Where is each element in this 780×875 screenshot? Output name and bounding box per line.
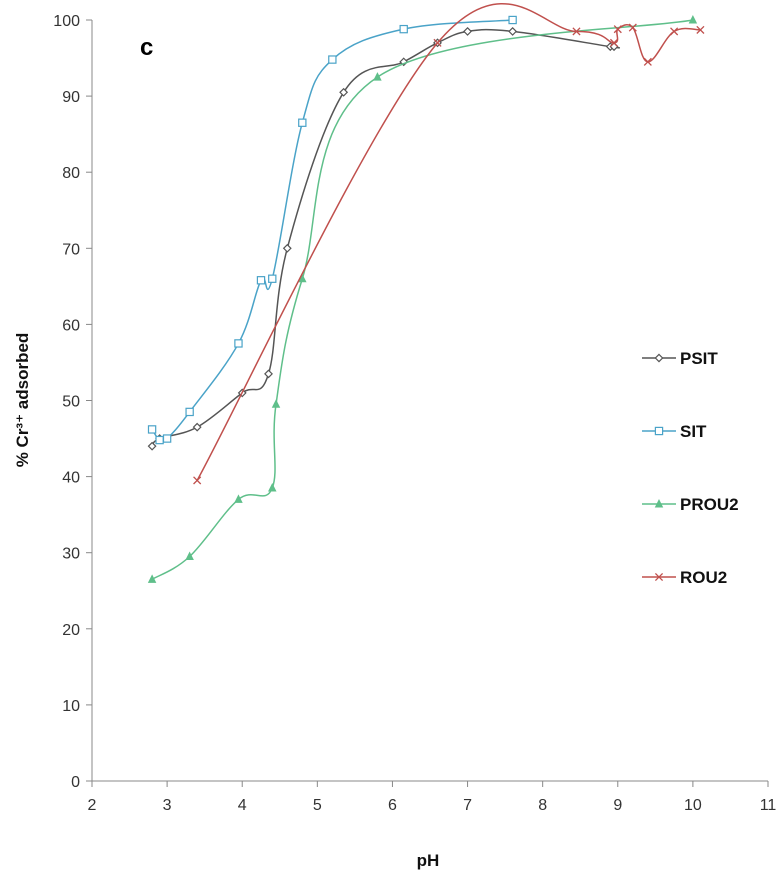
tick-labels: 2 3 4 5 6 7 8 9 10 11 0 10 20 30 40 50 60 70 80 90 100 [53, 13, 776, 814]
data-point-sit [234, 339, 243, 348]
marker-stroke [643, 57, 652, 66]
series-line-psit [151, 28, 621, 447]
series-psit [147, 26, 621, 451]
y-tick-label: 20 [62, 622, 80, 639]
data-point-rou2 [670, 27, 679, 36]
x-tick-label: 10 [684, 797, 702, 814]
y-tick-label: 80 [62, 165, 80, 182]
legend-label-sit: SIT [680, 422, 707, 441]
data-point-psit [264, 369, 273, 379]
y-tick-label: 60 [62, 317, 80, 334]
y-tick-label: 70 [62, 241, 80, 258]
y-tick-label: 40 [62, 470, 80, 487]
data-point-rou2 [696, 25, 705, 34]
data-point-sit [328, 55, 337, 64]
legend-item-prou2: PROU2 [642, 495, 739, 514]
legend-swatch-marker [654, 499, 664, 508]
data-point-rou2 [609, 38, 619, 47]
panel-label: c [140, 34, 153, 61]
legend-swatch-marker [654, 572, 664, 582]
y-axis-title: % Cr³⁺ adsorbed [13, 333, 32, 468]
data-point-psit [282, 243, 292, 253]
data-point-rou2 [628, 23, 637, 32]
legend-item-rou2: ROU2 [642, 568, 727, 587]
y-tick-label: 30 [62, 546, 80, 563]
series-line-sit [151, 19, 513, 443]
data-point-psit [399, 57, 409, 67]
legend-item-sit: SIT [642, 422, 707, 441]
x-tick-label: 2 [88, 797, 97, 814]
y-tick-label: 100 [53, 13, 80, 30]
data-point-sit [162, 434, 172, 443]
data-point-sit [508, 15, 517, 25]
data-point-psit [339, 87, 349, 97]
data-point-rou2 [572, 27, 581, 36]
data-point-rou2 [433, 38, 442, 47]
y-tick-label: 90 [62, 89, 80, 106]
x-tick-label: 9 [613, 797, 622, 814]
data-point-psit [508, 26, 518, 36]
data-point-rou2 [643, 57, 652, 66]
data-point-sit [185, 407, 194, 417]
data-point-psit [192, 422, 202, 432]
marker-stroke [628, 23, 637, 32]
marker-stroke [696, 25, 705, 34]
x-tick-label: 3 [163, 797, 172, 814]
x-tick-label: 4 [238, 797, 247, 814]
data-point-sit [155, 435, 164, 445]
data-point-prou2 [185, 551, 194, 561]
data-point-sit [256, 276, 266, 285]
legend-label-psit: PSIT [680, 349, 718, 368]
y-tick-label: 50 [62, 394, 80, 411]
marker-stroke [572, 27, 581, 36]
marker-stroke [193, 476, 202, 485]
x-tick-label: 5 [313, 797, 322, 814]
y-tick-label: 10 [62, 698, 80, 715]
data-point-prou2 [688, 15, 698, 24]
data-point-prou2 [268, 483, 277, 492]
legend: PSIT SIT PROU2 ROU2 [642, 349, 739, 587]
series-layer [147, 3, 705, 583]
data-point-rou2 [613, 25, 622, 34]
data-point-sit [268, 274, 277, 283]
data-point-sit [147, 425, 157, 434]
legend-swatch-marker [654, 353, 664, 363]
marker-stroke [613, 25, 622, 34]
x-tick-label: 7 [463, 797, 472, 814]
data-point-sit [298, 118, 307, 127]
series-rou2 [193, 3, 705, 485]
data-point-prou2 [271, 399, 281, 408]
axes [91, 20, 768, 782]
legend-item-psit: PSIT [642, 349, 718, 368]
y-tick-label: 0 [71, 774, 80, 791]
legend-label-prou2: PROU2 [680, 495, 739, 514]
x-tick-label: 8 [538, 797, 547, 814]
marker-stroke [654, 572, 664, 582]
data-point-psit [147, 441, 157, 451]
x-axis-title: pH [417, 851, 440, 870]
data-point-prou2 [234, 494, 243, 503]
series-line-prou2 [151, 19, 694, 580]
x-tick-label: 6 [388, 797, 397, 814]
series-line-rou2 [196, 3, 701, 481]
marker-stroke [433, 38, 442, 47]
data-point-prou2 [147, 574, 157, 583]
series-prou2 [147, 15, 698, 583]
legend-label-rou2: ROU2 [680, 568, 727, 587]
data-point-sit [399, 24, 408, 34]
data-point-prou2 [373, 72, 382, 81]
data-point-psit [463, 26, 473, 36]
legend-swatch-marker [654, 426, 664, 436]
data-point-rou2 [193, 476, 202, 485]
x-tick-label: 11 [760, 797, 777, 814]
series-sit [147, 15, 517, 445]
marker-stroke [670, 27, 679, 36]
marker-stroke [609, 38, 619, 47]
